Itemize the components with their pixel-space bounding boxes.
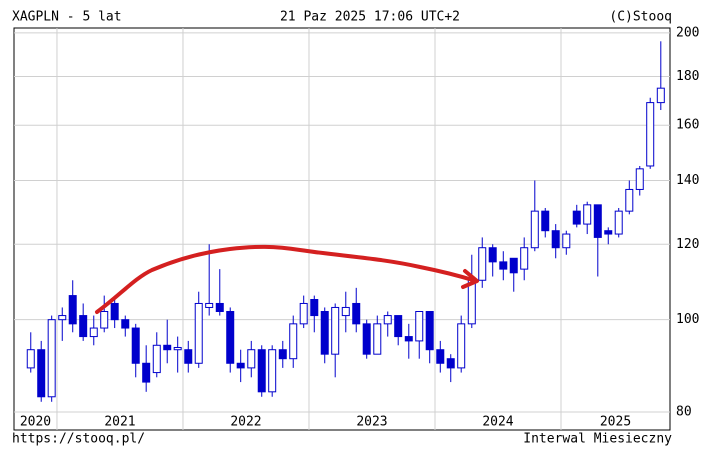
y-tick-label: 140 [676,173,699,188]
candle-body [257,349,266,393]
candle-body [425,310,434,351]
candle-body [68,295,77,325]
candle-body [352,302,361,325]
candle-body [341,306,350,317]
candle-body [583,204,592,225]
candle-body [310,299,319,317]
x-tick-label: 2023 [356,415,387,430]
candle-body [362,323,371,355]
candle-body [646,102,655,167]
candle-body [635,168,644,190]
candle-body [373,323,382,355]
candle-body [289,323,298,360]
x-tick-label: 2020 [20,415,51,430]
x-tick-label: 2025 [600,415,631,430]
candle-body [467,279,476,325]
candle-body [520,247,529,270]
candle-body [26,349,35,369]
candle-body [604,230,613,235]
arrow-curve [95,244,478,314]
plot-frame [13,27,671,431]
candle-body [247,349,256,369]
candle-body [89,327,98,338]
candle-body [614,210,623,235]
candle-body [110,302,119,321]
candle-body [551,230,560,249]
candle-body [530,210,539,249]
candle-body [163,344,172,351]
candle-body [58,315,67,321]
candle-body [152,344,161,374]
x-tick-label: 2024 [482,415,513,430]
candle-body [173,346,182,351]
y-tick-label: 180 [676,69,699,84]
candle-body [541,210,550,232]
candle-body [278,349,287,360]
x-tick-label: 2022 [230,415,261,430]
candle-body [509,257,518,274]
chart-title: XAGPLN - 5 lat [12,10,122,25]
y-tick-label: 160 [676,118,699,133]
candle-body [37,349,46,398]
source-label: (C)Stooq [609,10,672,25]
candle-body [331,306,340,355]
candle-body [184,349,193,364]
candle-body [236,362,245,369]
candle-body [79,315,88,338]
candle-body [499,261,508,270]
candle-body [299,302,308,325]
y-tick-label: 100 [676,312,699,327]
candle-body [457,323,466,369]
candle-body [436,349,445,364]
candle-body [131,327,140,364]
candle-body [404,336,413,342]
candle-body [394,315,403,338]
candle-body [625,188,634,212]
source-url: https://stooq.pl/ [12,432,145,447]
candle-body [205,302,214,308]
candle-body [562,233,571,249]
candle-body [320,310,329,355]
candle-body [226,310,235,364]
candle-body [194,302,203,364]
y-tick-label: 80 [676,405,692,420]
candle-body [383,315,392,325]
candle-body [656,87,665,104]
y-tick-label: 200 [676,25,699,40]
candle-body [415,310,424,342]
candle-body [478,247,487,281]
candle-body [446,358,455,369]
interval-label: Interwal Miesieczny [523,432,672,447]
plot-area: 80 100 120 140 160 180 200 2020 2021 2022 2023 2024… [13,25,699,431]
candle-body [488,247,497,263]
x-tick-label: 2021 [104,415,135,430]
candle-body [215,302,224,312]
candle-body [121,319,130,329]
chart-subtitle: 21 Paz 2025 17:06 UTC+2 [280,10,460,25]
candle-body [100,310,109,329]
candle-body [593,204,602,238]
arrow-head [461,269,479,289]
annotation-arrow [95,244,479,314]
candle-body [268,349,277,393]
candle-body [572,210,581,225]
y-tick-label: 120 [676,237,699,252]
candle-body [142,362,151,383]
candle-body [47,319,56,398]
